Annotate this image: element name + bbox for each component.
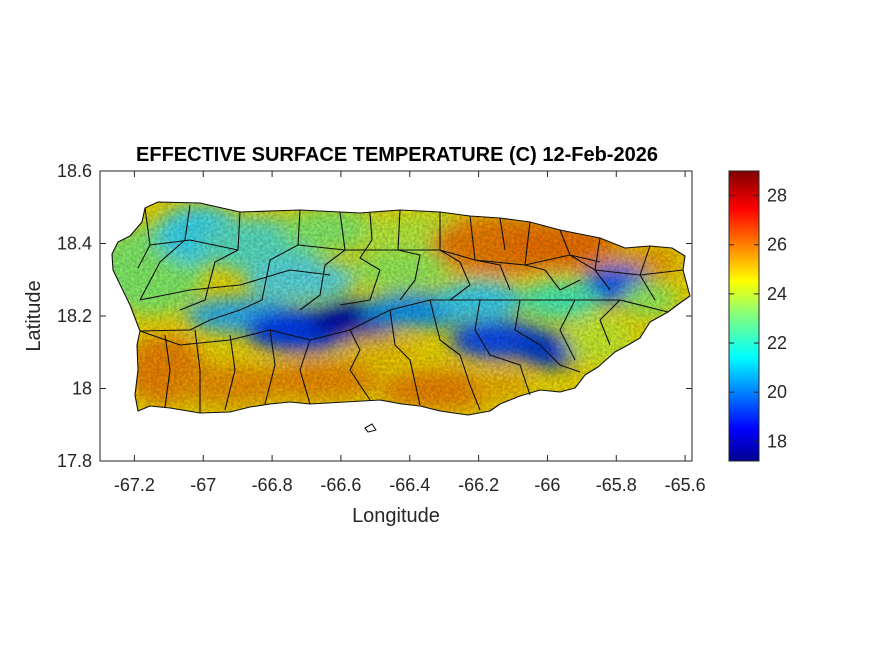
x-tick-label: -66.4: [389, 475, 430, 495]
x-tick-label: -65.6: [665, 475, 706, 495]
x-tick-label: -66: [534, 475, 560, 495]
colorbar-tick-label: 20: [767, 382, 787, 402]
colorbar: 18 20 22 24 26 28: [728, 170, 787, 462]
x-tick-label: -66.2: [458, 475, 499, 495]
x-tick-label: -66.8: [252, 475, 293, 495]
colorbar-tick-label: 22: [767, 333, 787, 353]
temperature-field: [112, 202, 690, 415]
colorbar-gradient: [728, 170, 760, 462]
colorbar-ticks: [729, 195, 759, 442]
chart-title: EFFECTIVE SURFACE TEMPERATURE (C) 12-Feb…: [136, 144, 658, 166]
x-tick-label: -65.8: [596, 475, 637, 495]
y-tick-labels: 17.8 18 18.2 18.4 18.6: [57, 161, 92, 471]
y-tick-label: 18.2: [57, 306, 92, 326]
colorbar-tick-label: 24: [767, 284, 787, 304]
y-tick-label: 18.6: [57, 161, 92, 181]
y-tick-label: 18.4: [57, 234, 92, 254]
x-ticks: [133, 171, 686, 461]
y-axis-label: Latitude: [23, 280, 45, 351]
colorbar-tick-label: 26: [767, 235, 787, 255]
colorbar-tick-labels: 18 20 22 24 26 28: [767, 186, 787, 452]
y-tick-label: 17.8: [57, 451, 92, 471]
x-tick-label: -66.6: [320, 475, 361, 495]
x-tick-label: -67.2: [114, 475, 155, 495]
x-tick-labels: -67.2 -67 -66.8 -66.6 -66.4 -66.2 -66 -65.8 -65.…: [114, 475, 706, 495]
colorbar-tick-label: 28: [767, 186, 787, 206]
x-tick-label: -67: [190, 475, 216, 495]
x-axis-label: Longitude: [352, 505, 440, 527]
municipal-boundaries: [111, 201, 691, 433]
colorbar-tick-label: 18: [767, 431, 787, 451]
y-ticks: [100, 170, 692, 462]
y-tick-label: 18: [72, 379, 92, 399]
